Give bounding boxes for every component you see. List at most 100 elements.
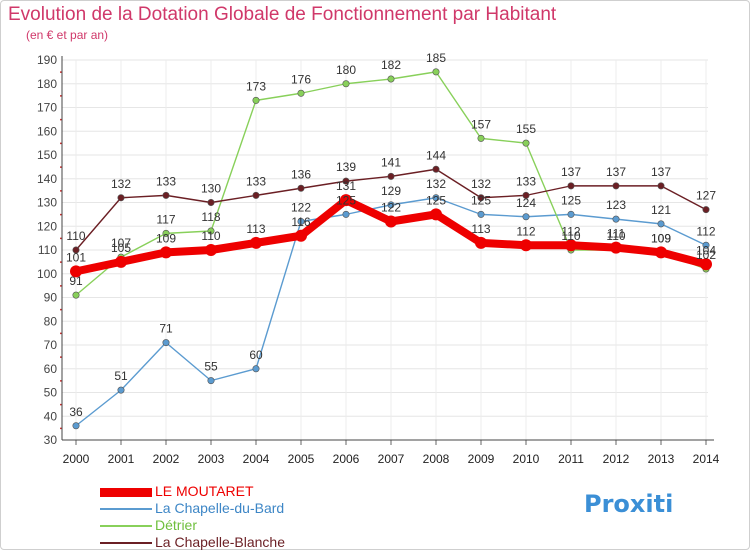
data-label-le-moutaret: 131	[336, 179, 356, 193]
y-tick-label: 190	[37, 53, 57, 67]
y-minor-tick	[60, 285, 62, 287]
y-minor-tick	[60, 308, 62, 311]
data-label-detrier: 185	[426, 51, 446, 65]
data-point-le-moutaret	[430, 208, 442, 221]
x-tick-label: 2011	[558, 452, 584, 466]
data-point-detrier	[477, 134, 485, 142]
y-tick-label: 150	[37, 148, 57, 162]
data-point-detrier	[432, 68, 440, 76]
data-label-la-chapelle-blanche: 137	[561, 165, 581, 179]
data-point-detrier	[162, 229, 170, 237]
data-point-le-moutaret	[475, 236, 487, 249]
data-label-la-chapelle-du-bard: 36	[69, 405, 83, 419]
x-tick-label: 2009	[468, 452, 495, 466]
y-tick-label: 60	[44, 362, 58, 376]
data-label-le-moutaret: 112	[516, 224, 535, 238]
data-point-la-chapelle-du-bard	[657, 220, 665, 228]
y-minor-tick	[60, 118, 62, 121]
data-point-detrier	[72, 291, 80, 299]
data-point-la-chapelle-blanche	[522, 191, 530, 199]
data-point-detrier	[252, 96, 260, 104]
data-point-la-chapelle-du-bard	[612, 215, 620, 223]
data-point-le-moutaret	[610, 241, 622, 254]
data-label-le-moutaret: 122	[381, 201, 401, 215]
data-point-detrier	[207, 227, 215, 235]
data-labels: 36 51 71 55 60 122 125 129 132 125 124 125 123 121 112…	[66, 51, 716, 419]
data-label-la-chapelle-blanche: 132	[471, 177, 491, 191]
data-label-la-chapelle-du-bard: 60	[249, 348, 263, 362]
data-label-detrier: 110	[606, 229, 625, 243]
data-point-la-chapelle-du-bard	[297, 218, 305, 226]
y-tick-label: 70	[44, 338, 58, 352]
data-label-la-chapelle-blanche: 133	[156, 174, 176, 188]
data-point-la-chapelle-blanche	[342, 177, 350, 185]
data-point-la-chapelle-du-bard	[342, 210, 350, 218]
y-minor-tick	[60, 190, 62, 192]
data-label-la-chapelle-blanche: 110	[66, 229, 85, 243]
data-label-detrier: 180	[336, 63, 356, 77]
y-minor-tick	[60, 403, 62, 406]
y-minor-tick	[60, 356, 62, 358]
grid	[62, 59, 708, 441]
proxiti-logo: Proxiti	[584, 490, 673, 518]
x-tick-label: 2014	[693, 452, 720, 466]
y-tick-label: 140	[37, 172, 57, 186]
data-label-le-moutaret: 109	[156, 231, 176, 245]
data-label-la-chapelle-blanche: 139	[336, 160, 356, 174]
axes: 30 40 50 60 70 80 90 100 110 120 130 140 150 160 170 18…	[37, 53, 720, 466]
data-label-la-chapelle-blanche: 136	[291, 167, 311, 181]
x-tick-label: 2007	[378, 452, 405, 466]
legend-label: LE MOUTARET	[155, 483, 254, 499]
y-tick-label: 50	[44, 386, 58, 400]
y-tick-label: 180	[37, 77, 57, 91]
data-label-la-chapelle-du-bard: 121	[651, 203, 671, 217]
data-point-la-chapelle-du-bard	[522, 213, 530, 221]
data-point-la-chapelle-blanche	[657, 182, 665, 190]
data-label-la-chapelle-blanche: 130	[201, 182, 221, 196]
data-point-le-moutaret	[205, 244, 217, 256]
y-minor-tick	[60, 142, 62, 145]
data-point-la-chapelle-blanche	[72, 246, 80, 254]
data-label-le-moutaret: 101	[66, 250, 86, 264]
data-label-la-chapelle-blanche: 141	[381, 155, 401, 169]
data-point-le-moutaret	[520, 239, 532, 252]
data-label-le-moutaret: 125	[426, 193, 446, 207]
y-minor-tick	[60, 95, 62, 97]
legend-swatch	[100, 542, 152, 544]
data-label-detrier: 117	[156, 212, 175, 226]
data-label-detrier: 110	[561, 229, 580, 243]
data-label-la-chapelle-du-bard: 125	[561, 193, 581, 207]
data-point-la-chapelle-blanche	[297, 184, 305, 192]
legend-swatch	[100, 488, 152, 497]
data-point-la-chapelle-du-bard	[702, 241, 710, 249]
legend-label: La Chapelle-Blanche	[155, 534, 285, 550]
data-point-la-chapelle-blanche	[702, 206, 710, 214]
data-label-la-chapelle-blanche: 127	[696, 189, 716, 203]
x-tick-label: 2008	[423, 452, 450, 466]
data-point-la-chapelle-blanche	[567, 182, 575, 190]
chart-title: Evolution de la Dotation Globale de Fonc…	[8, 4, 557, 25]
data-point-la-chapelle-du-bard	[432, 194, 440, 202]
x-tick-label: 2005	[288, 452, 315, 466]
data-label-detrier: 182	[381, 58, 401, 72]
chart-subtitle: (en € et par an)	[26, 28, 109, 42]
x-tick-label: 2000	[63, 452, 90, 466]
y-minor-tick	[60, 332, 62, 335]
data-point-le-moutaret	[565, 239, 577, 252]
y-minor-tick	[60, 380, 62, 382]
data-label-la-chapelle-du-bard: 123	[606, 198, 626, 212]
data-point-la-chapelle-du-bard	[387, 201, 395, 209]
data-label-la-chapelle-du-bard: 122	[291, 201, 311, 215]
data-label-detrier: 155	[516, 122, 536, 136]
data-point-detrier	[387, 75, 395, 83]
y-minor-tick	[60, 213, 62, 216]
data-point-le-moutaret	[340, 194, 352, 207]
y-tick-label: 100	[37, 267, 57, 281]
y-tick-label: 30	[44, 433, 58, 447]
data-point-la-chapelle-blanche	[117, 194, 125, 202]
data-label-la-chapelle-blanche: 133	[246, 174, 266, 188]
legend-swatch	[100, 508, 152, 510]
data-label-la-chapelle-du-bard: 124	[516, 196, 536, 210]
data-label-detrier: 102	[696, 248, 716, 262]
